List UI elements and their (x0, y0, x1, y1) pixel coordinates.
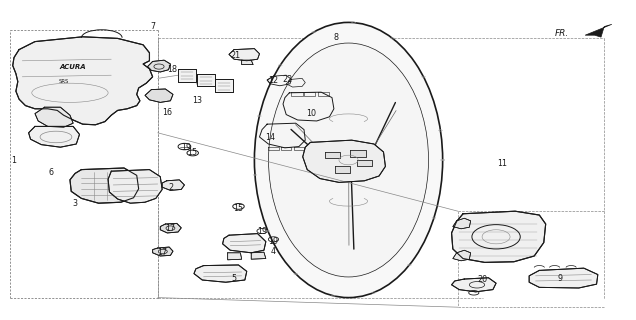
Text: 8: 8 (333, 33, 338, 42)
Polygon shape (108, 170, 162, 203)
Text: 12: 12 (268, 76, 279, 84)
Text: 4: 4 (271, 247, 276, 256)
Polygon shape (229, 49, 259, 61)
Polygon shape (350, 150, 366, 157)
Text: 18: 18 (167, 65, 177, 74)
Polygon shape (294, 147, 304, 150)
Polygon shape (357, 160, 372, 166)
Ellipse shape (268, 43, 429, 277)
Ellipse shape (331, 150, 366, 170)
Text: 2: 2 (168, 183, 173, 192)
Polygon shape (268, 147, 279, 150)
Polygon shape (453, 218, 471, 229)
Text: 10: 10 (307, 109, 317, 118)
Text: 19: 19 (181, 143, 191, 152)
Polygon shape (223, 234, 266, 253)
Text: SRS: SRS (59, 79, 69, 84)
Polygon shape (453, 250, 471, 261)
Polygon shape (259, 123, 305, 148)
Polygon shape (29, 126, 80, 147)
Polygon shape (291, 92, 303, 96)
Text: 1: 1 (11, 156, 17, 164)
Polygon shape (160, 223, 181, 233)
Text: 3: 3 (73, 199, 78, 208)
Text: 5: 5 (232, 274, 237, 283)
Text: 15: 15 (188, 148, 198, 156)
Polygon shape (303, 140, 385, 182)
Polygon shape (215, 79, 233, 92)
Polygon shape (452, 211, 546, 262)
Polygon shape (148, 60, 170, 72)
Text: 14: 14 (265, 133, 275, 142)
Polygon shape (585, 24, 612, 37)
Text: 19: 19 (257, 228, 267, 236)
Polygon shape (304, 92, 315, 96)
Text: 9: 9 (557, 274, 562, 283)
Ellipse shape (254, 22, 443, 298)
Text: 22: 22 (282, 75, 293, 84)
Polygon shape (281, 147, 291, 150)
Polygon shape (228, 253, 242, 260)
Polygon shape (162, 180, 184, 190)
Text: 15: 15 (233, 204, 244, 212)
Polygon shape (194, 265, 247, 282)
Polygon shape (267, 75, 291, 86)
Ellipse shape (317, 143, 380, 177)
Text: 17: 17 (165, 224, 176, 233)
Text: 20: 20 (477, 276, 487, 284)
Text: 11: 11 (497, 159, 508, 168)
Polygon shape (145, 89, 173, 102)
Polygon shape (242, 60, 253, 65)
Polygon shape (452, 278, 496, 292)
Text: ACURA: ACURA (60, 64, 86, 70)
Polygon shape (178, 69, 196, 82)
Polygon shape (283, 92, 334, 121)
Text: 6: 6 (48, 168, 53, 177)
Text: 19: 19 (268, 237, 279, 246)
Text: 17: 17 (157, 248, 167, 257)
Text: 7: 7 (150, 22, 155, 31)
Text: 13: 13 (192, 96, 202, 105)
Polygon shape (251, 252, 266, 259)
Polygon shape (335, 166, 350, 173)
Polygon shape (35, 107, 73, 127)
Text: 21: 21 (230, 51, 240, 60)
Text: FR.: FR. (555, 29, 569, 38)
Polygon shape (318, 92, 329, 96)
Polygon shape (529, 268, 598, 288)
Polygon shape (325, 152, 340, 158)
Polygon shape (70, 168, 139, 203)
Polygon shape (286, 78, 305, 87)
Polygon shape (197, 74, 215, 86)
Polygon shape (13, 37, 153, 125)
Polygon shape (153, 247, 173, 256)
Text: 16: 16 (162, 108, 172, 117)
